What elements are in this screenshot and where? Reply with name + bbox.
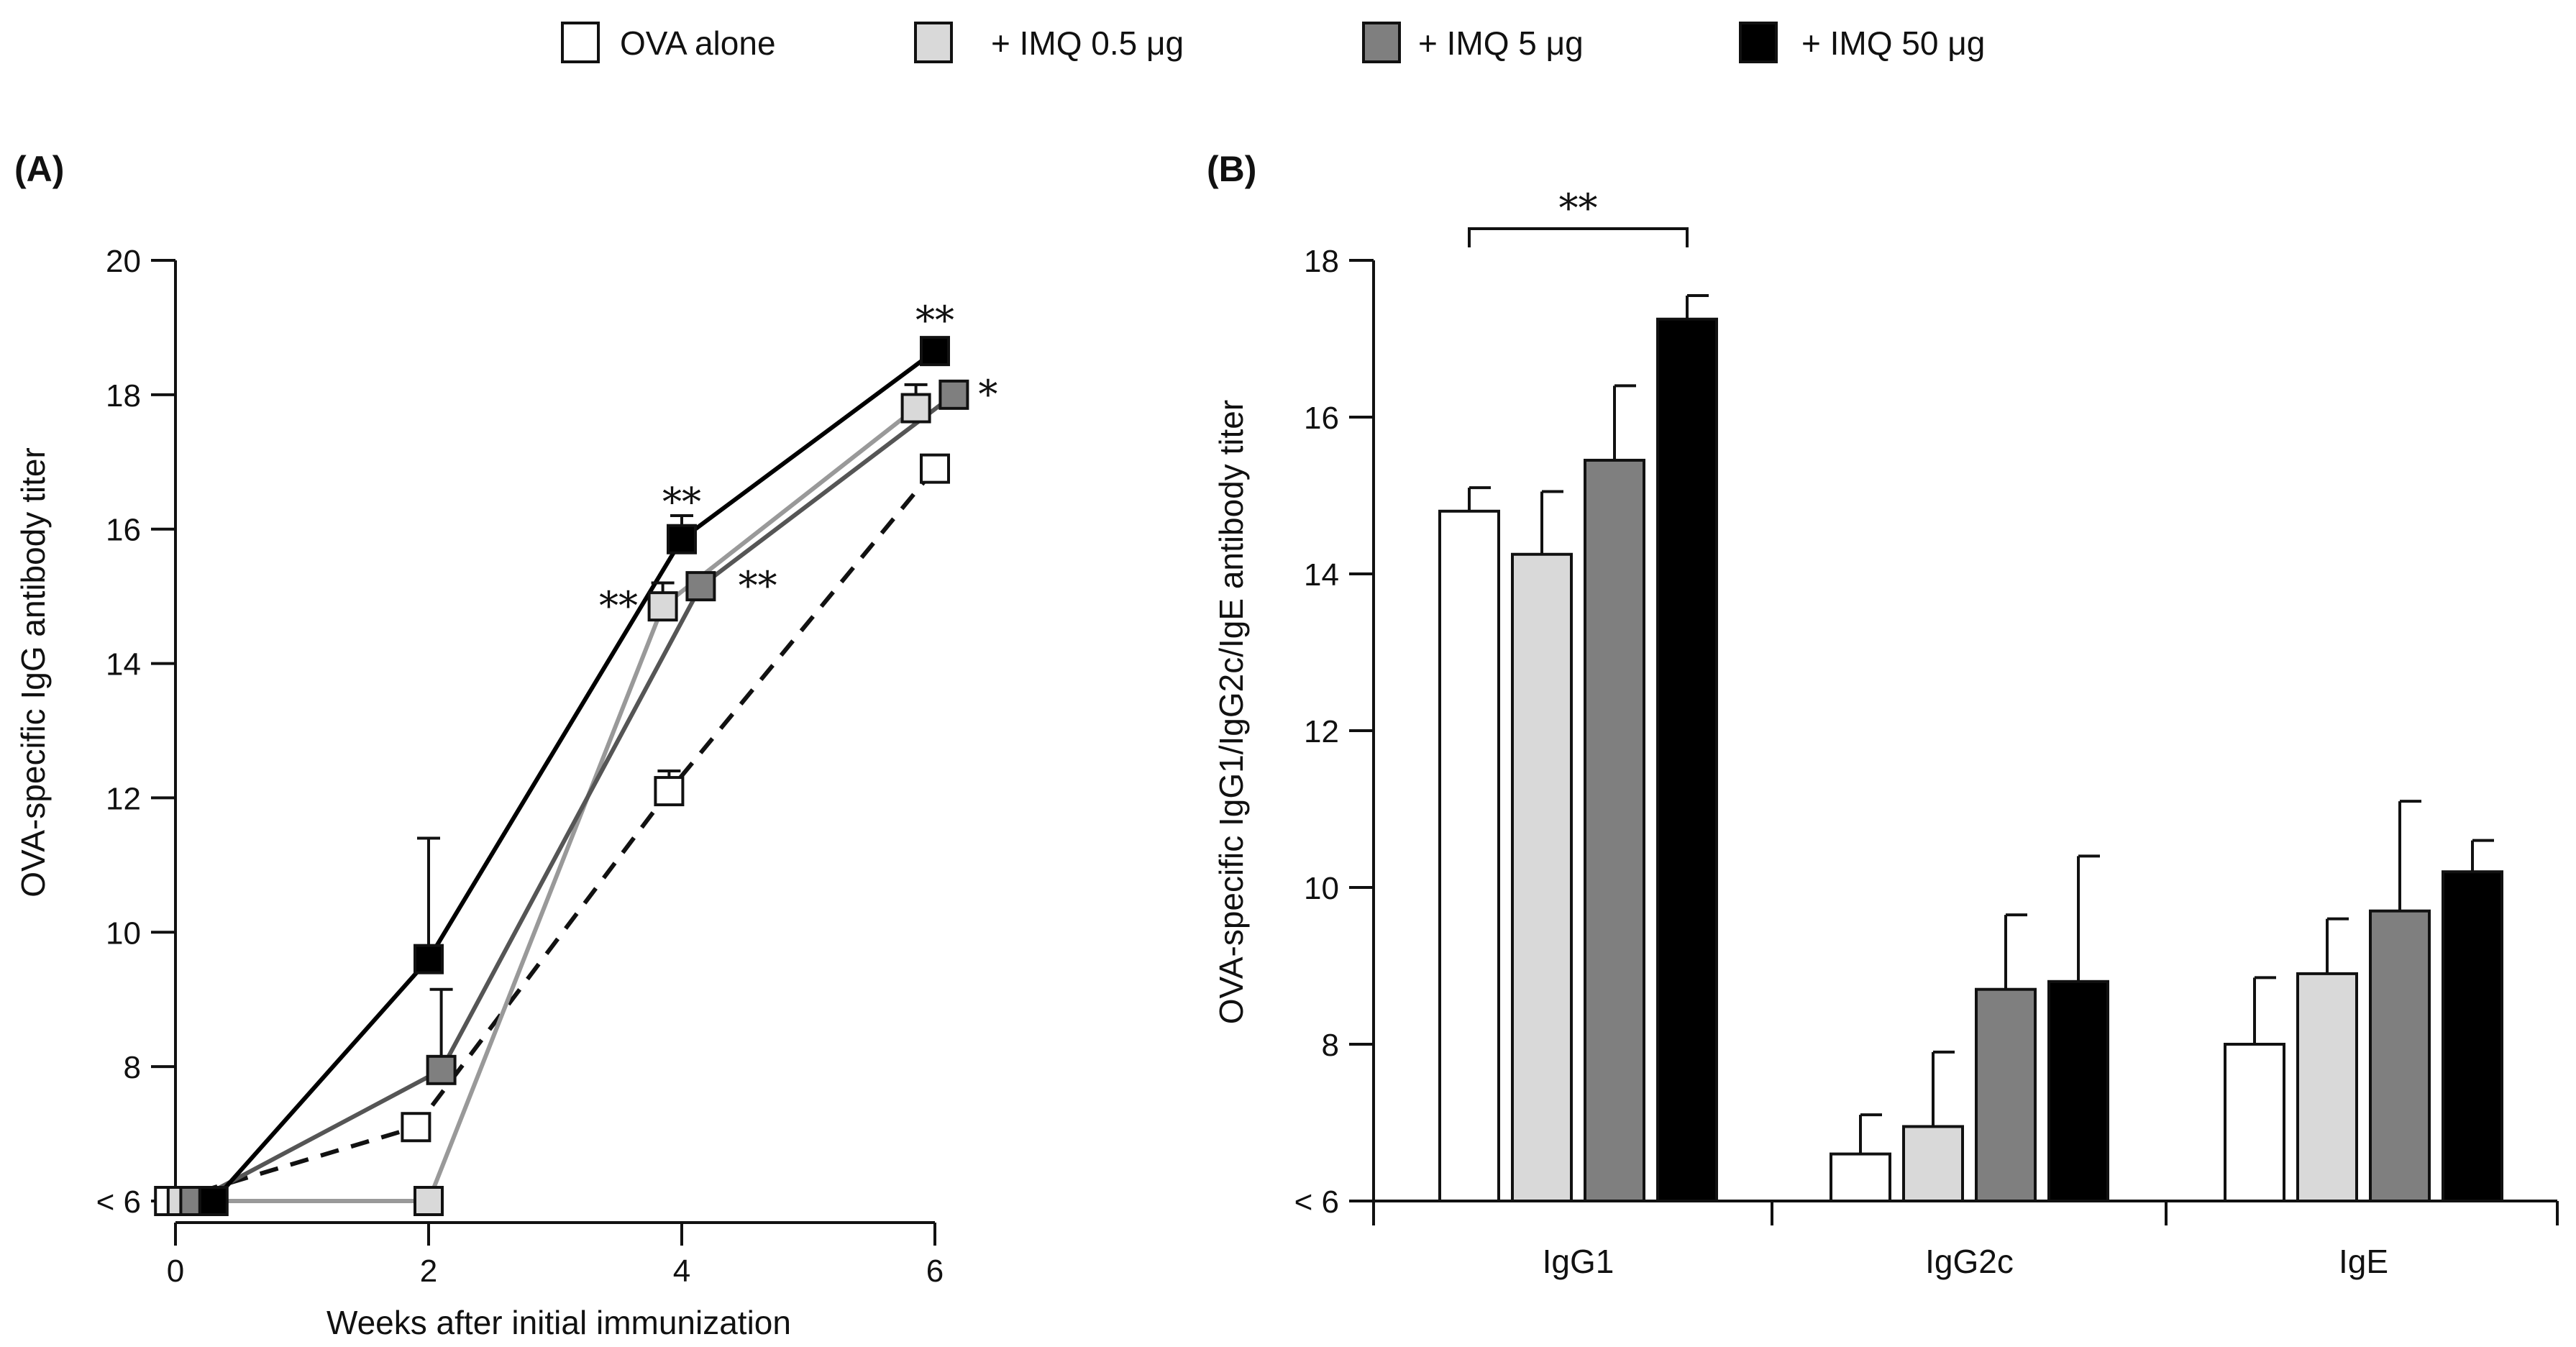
panel-a-ylabel: OVA-specific IgG antibody titer [14,447,52,898]
panel-a-point-imq05 [414,1186,444,1216]
panel-a-point-imq5 [938,379,969,410]
panel-a-y-tick-label: 8 [124,1050,141,1085]
panel-a-point-imq5 [685,571,716,602]
panel-b-bar-imq50 [2047,980,2109,1203]
panel-b-bar-imq5 [2369,909,2431,1202]
legend-label-ova: OVA alone [620,24,776,62]
panel-b-axes: < 6 8 10 12 14 16 18 IgG1 IgG2c IgE [1294,244,2559,1280]
legend-item-ova: OVA alone [561,22,776,63]
panel-a-y-tick-label: 18 [106,378,141,414]
panel-a-x-tick-label: 4 [673,1254,690,1289]
panel-b-significance: ** [1468,186,1689,247]
panel-b-y-tick-label: 16 [1304,401,1339,436]
panel-b-y-tick-label: 8 [1322,1028,1339,1063]
legend-swatch-imq5 [1362,22,1401,63]
panel-a-significance-mark: ** [662,479,701,524]
panel-b: (B) OVA-specific IgG1/IgG2c/IgE antibody… [1207,149,2559,1280]
panel-b-y-tick-label: < 6 [1294,1184,1339,1220]
legend: OVA alone + IMQ 0.5 μg + IMQ 5 μg + IMQ … [561,22,1985,63]
legend-swatch-ova [561,22,600,63]
legend-label-imq50: + IMQ 50 μg [1801,24,1985,62]
panel-b-bars [1438,294,2503,1203]
panel-a-axes: < 6 8 10 12 14 16 18 20 0 2 4 6 [96,244,944,1289]
panel-a-significance-mark: * [978,372,997,417]
panel-b-bar-ova [2224,1043,2285,1202]
panel-a-point-imq50 [667,524,697,554]
panel-b-bar-imq5 [1975,987,2037,1202]
panel-a-y-tick-label: < 6 [96,1184,141,1220]
panel-a-point-imq50 [414,944,444,974]
panel-a-x-tick-label: 0 [167,1254,184,1289]
panel-a-point-ova [654,776,685,807]
panel-b-bar-ova [1830,1152,1891,1202]
panel-a-point-ova [401,1112,431,1143]
panel-a-significance-mark: ** [915,298,954,343]
panel-a-point-ova [920,453,950,484]
panel-a-y-tick-label: 20 [106,244,141,279]
panel-b-y-tick-label: 14 [1304,557,1339,593]
panel-a-y-tick-label: 14 [106,647,141,682]
panel-b-y-tick-label: 12 [1304,714,1339,749]
panel-b-y-tick-label: 10 [1304,871,1339,906]
panel-a-point-imq50 [920,336,950,367]
legend-swatch-imq05 [914,22,953,63]
panel-b-bar-imq05 [2296,972,2358,1203]
panel-a-y-tick-label: 16 [106,513,141,548]
panel-a-y-tick-label: 10 [106,915,141,951]
panel-a-line-imq05 [181,406,918,1203]
legend-item-imq50: + IMQ 50 μg [1739,22,1985,63]
legend-item-imq05: + IMQ 0.5 μg [914,22,1184,63]
panel-a-y-tick-label: 12 [106,781,141,816]
legend-label-imq5: + IMQ 5 μg [1418,24,1584,62]
panel-b-category-label: IgG2c [1925,1243,2014,1280]
panel-b-bar-imq50 [1656,317,1718,1202]
panel-a-line-imq50 [211,349,936,1202]
panel-b-bar-imq05 [1511,552,1573,1202]
panel-a-label: (A) [14,149,64,189]
legend-item-imq5: + IMQ 5 μg [1362,22,1584,63]
panel-a-xlabel: Weeks after initial immunization [326,1304,791,1341]
panel-b-label: (B) [1207,149,1256,189]
panel-a-x-tick-label: 6 [926,1254,944,1289]
panel-a: (A) OVA-specific IgG antibody titer Week… [14,149,997,1341]
panel-a-series [154,336,969,1216]
panel-b-y-tick-label: 18 [1304,244,1339,279]
legend-label-imq05: + IMQ 0.5 μg [991,24,1184,62]
panel-a-point-imq05 [647,591,678,622]
panel-b-ylabel: OVA-specific IgG1/IgG2c/IgE antibody tit… [1212,400,1250,1024]
panel-b-significance-mark: ** [1559,186,1598,231]
panel-a-point-imq5 [426,1054,457,1085]
panel-b-bar-imq50 [2442,870,2503,1202]
panel-b-bar-ova [1438,509,1500,1202]
panel-a-annotations: **** ***** [599,298,997,629]
legend-swatch-imq50 [1739,22,1778,63]
panel-b-bar-imq5 [1584,458,1645,1203]
panel-a-significance-mark: ** [739,563,777,608]
panel-b-bar-imq05 [1902,1125,1964,1202]
panel-a-line-ova [168,467,937,1203]
panel-b-significance-bracket [1468,227,1689,247]
panel-b-category-label: IgE [2339,1243,2388,1280]
panel-b-category-label: IgG1 [1543,1243,1614,1280]
panel-a-point-imq05 [900,393,931,424]
panel-a-line-imq5 [193,393,956,1203]
panel-a-x-tick-label: 2 [420,1254,437,1289]
panel-a-significance-mark: ** [599,583,638,629]
panel-a-point-imq50 [198,1186,229,1216]
